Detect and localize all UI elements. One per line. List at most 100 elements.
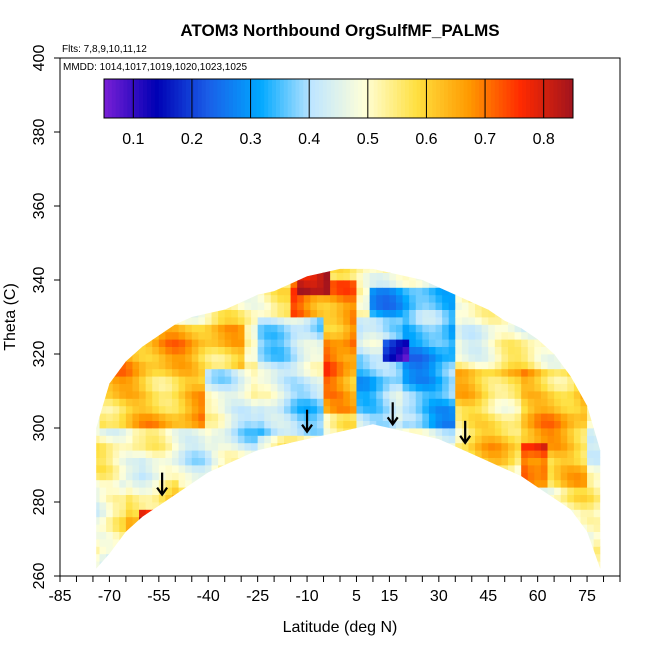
heatmap-cell — [409, 494, 417, 503]
heatmap-cell — [389, 450, 397, 458]
heatmap-cell — [284, 65, 291, 73]
heatmap-cell — [67, 73, 74, 81]
heatmap-cell — [442, 65, 449, 73]
heatmap-cell — [112, 354, 120, 362]
heatmap-cell — [211, 287, 219, 296]
heatmap-cell — [152, 331, 160, 340]
heatmap-cell — [284, 258, 291, 266]
heatmap-cell — [178, 457, 186, 466]
heatmap-cell — [112, 324, 120, 333]
heatmap-cell — [382, 509, 390, 518]
heatmap-cell — [96, 317, 100, 325]
heatmap-cell — [231, 539, 239, 547]
heatmap-cell — [185, 191, 192, 199]
heatmap-cell — [277, 169, 284, 177]
heatmap-cell — [237, 413, 245, 421]
heatmap-cell — [60, 169, 67, 177]
heatmap-cell — [317, 236, 324, 244]
heatmap-cell — [113, 147, 120, 155]
heatmap-cell — [370, 206, 377, 214]
heatmap-cell — [436, 58, 443, 66]
heatmap-cell — [303, 479, 311, 488]
heatmap-cell — [257, 287, 265, 296]
heatmap-cell — [211, 391, 219, 399]
heatmap-cell — [93, 569, 100, 577]
heatmap-cell — [231, 176, 238, 184]
heatmap-cell — [415, 339, 423, 347]
heatmap-cell — [343, 391, 351, 399]
heatmap-cell — [80, 502, 87, 510]
heatmap-cell — [316, 502, 324, 510]
heatmap-cell — [515, 199, 522, 207]
heatmap-cell — [310, 502, 318, 510]
heatmap-cell — [224, 509, 232, 518]
heatmap-cell — [383, 199, 390, 207]
heatmap-cell — [270, 368, 278, 377]
heatmap-cell — [428, 531, 436, 540]
heatmap-cell — [316, 268, 324, 273]
heatmap-cell — [376, 428, 384, 436]
heatmap-cell — [192, 154, 199, 162]
heatmap-cell — [369, 405, 377, 414]
heatmap-cell — [126, 250, 133, 258]
heatmap-cell — [218, 191, 225, 199]
heatmap-cell — [337, 132, 344, 140]
heatmap-cell — [396, 354, 403, 362]
heatmap-cell — [106, 294, 114, 303]
heatmap-cell — [211, 472, 219, 481]
heatmap-cell — [106, 383, 114, 392]
heatmap-cell — [145, 287, 153, 296]
heatmap-cell — [172, 539, 179, 547]
heatmap-cell — [304, 176, 311, 184]
heatmap-cell — [290, 376, 298, 384]
heatmap-cell — [461, 502, 469, 510]
heatmap-cell — [403, 569, 410, 577]
heatmap-cell — [369, 420, 377, 429]
heatmap-cell — [435, 516, 443, 525]
heatmap-cell — [521, 132, 528, 140]
heatmap-cell — [481, 309, 489, 318]
heatmap-cell — [218, 479, 226, 488]
heatmap-cell — [324, 154, 331, 162]
heatmap-cell — [310, 302, 318, 310]
heatmap-cell — [106, 309, 114, 318]
heatmap-cell — [251, 65, 258, 73]
heatmap-cell — [422, 428, 430, 436]
heatmap-cell — [96, 502, 100, 510]
heatmap-cell — [257, 546, 265, 555]
heatmap-cell — [442, 213, 449, 221]
heatmap-cell — [145, 376, 153, 384]
heatmap-cell — [231, 368, 239, 377]
heatmap-cell — [356, 442, 364, 451]
heatmap-cell — [297, 569, 304, 577]
heatmap-cell — [435, 268, 443, 273]
heatmap-cell — [475, 272, 483, 281]
heatmap-cell — [172, 502, 179, 510]
heatmap-cell — [67, 480, 74, 488]
heatmap-cell — [514, 420, 522, 429]
heatmap-cell — [172, 354, 179, 362]
heatmap-cell — [251, 162, 258, 170]
heatmap-cell — [86, 302, 93, 310]
heatmap-cell — [218, 553, 226, 562]
heatmap-cell — [237, 516, 245, 525]
heatmap-cell — [349, 398, 357, 407]
heatmap-cell — [442, 184, 449, 192]
heatmap-cell — [178, 361, 186, 370]
heatmap-cell — [172, 472, 179, 481]
heatmap-cell — [191, 561, 199, 569]
heatmap-cell — [204, 280, 212, 288]
heatmap-cell — [93, 80, 100, 88]
heatmap-cell — [73, 154, 80, 162]
heatmap-cell — [132, 561, 140, 569]
heatmap-cell — [86, 421, 93, 429]
heatmap-cell — [264, 339, 272, 347]
heatmap-cell — [488, 398, 496, 407]
heatmap-cell — [152, 287, 160, 296]
heatmap-cell — [290, 354, 298, 362]
heatmap-cell — [521, 228, 528, 236]
heatmap-cell — [409, 317, 417, 325]
heatmap-cell — [488, 361, 496, 370]
heatmap-cell — [409, 154, 416, 162]
heatmap-cell — [251, 361, 259, 370]
